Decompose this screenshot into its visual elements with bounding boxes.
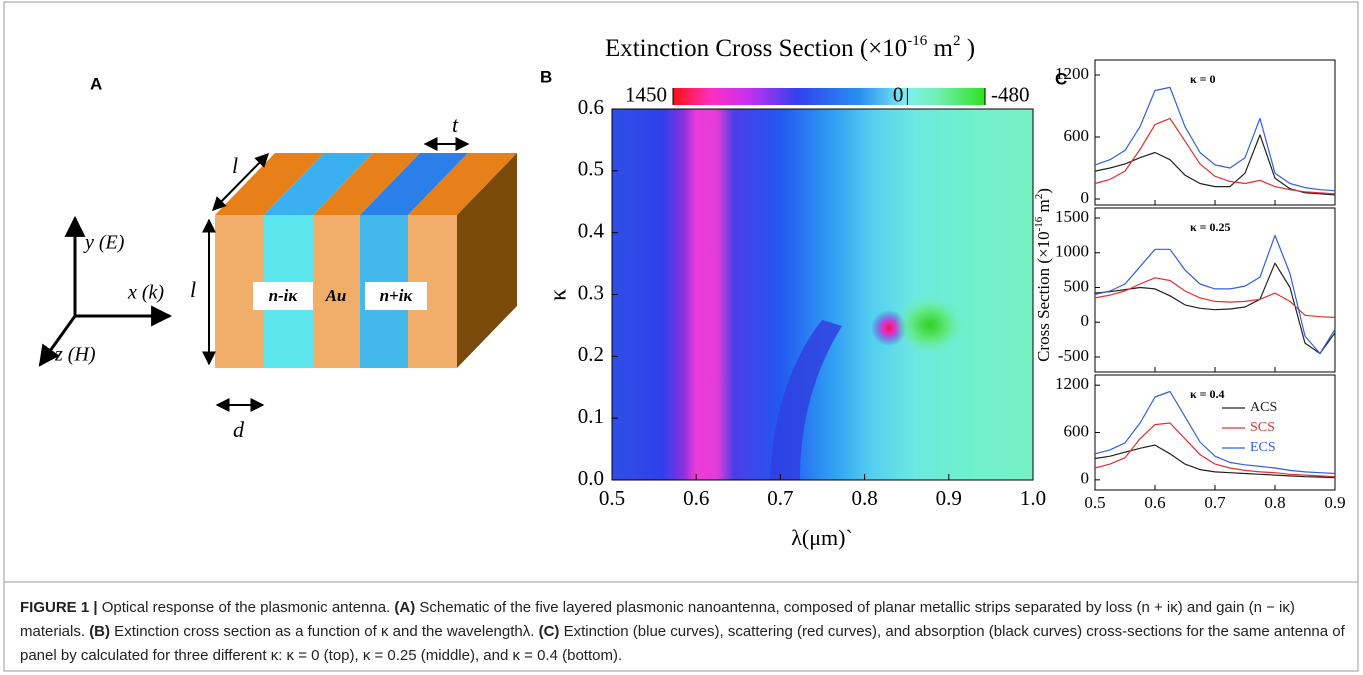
material-label: n+iκ (380, 286, 414, 305)
panel-letter: B (540, 67, 552, 86)
axis-label: z (H) (54, 344, 96, 366)
x-tick-label: 0.6 (1144, 493, 1165, 512)
caption-bold: (C) (539, 623, 560, 640)
y-tick-label: 1200 (1055, 64, 1089, 83)
caption: FIGURE 1 | Optical response of the plasm… (20, 596, 1345, 668)
y-tick-label: 1500 (1055, 207, 1089, 226)
colorbar-label: 1450 (625, 82, 667, 106)
y-tick-label: 0.6 (578, 95, 604, 119)
caption-bold: (A) (394, 599, 415, 616)
annotation: κ = 0.4 (1190, 387, 1225, 401)
axis-title: Cross Section (×10-16 m2) (1033, 188, 1053, 362)
y-tick-label: 0 (1081, 311, 1090, 330)
heatmap-field (612, 109, 1033, 480)
dimension-label: l (190, 277, 196, 302)
title-unit: m (927, 35, 953, 62)
axis-label: x (k) (127, 282, 164, 304)
colorbar-label: 0 (893, 82, 904, 106)
y-tick-label: 0 (1081, 469, 1090, 488)
panel-a: A n-iκ Au n+iκ l l t d y (E) x (k) z (H) (40, 74, 517, 442)
legend-label: ECS (1250, 440, 1276, 455)
caption-bold: FIGURE 1 | (20, 599, 102, 616)
axis-label: y (E) (83, 232, 125, 254)
y-tick-label: 500 (1064, 276, 1090, 295)
panel-letter: A (90, 74, 102, 93)
series-line (1095, 392, 1335, 474)
y-tick-label: 600 (1064, 126, 1090, 145)
colorbar (673, 88, 985, 105)
y-tick-label: 0.3 (578, 280, 604, 304)
annotation: κ = 0 (1190, 72, 1216, 86)
y-tick-label: 0.0 (578, 466, 604, 490)
y-tick-label: 0.2 (578, 342, 604, 366)
y-tick-label: 0.1 (578, 404, 604, 428)
y-tick-label: 1200 (1055, 374, 1089, 393)
series-line (1095, 118, 1335, 193)
title-text: Extinction Cross Section (×10 (605, 35, 907, 62)
dimension-label: t (452, 112, 459, 137)
legend-label: ACS (1250, 400, 1277, 415)
x-tick-label: 0.5 (1084, 493, 1105, 512)
title-text: Cross Section (×10 (1034, 231, 1053, 361)
x-tick-label: 0.9 (936, 486, 962, 510)
title-text: ) (1034, 188, 1053, 194)
y-tick-label: 600 (1064, 421, 1090, 440)
title-text: ) (960, 35, 975, 62)
material-label: n-iκ (269, 286, 299, 305)
x-tick-label: 0.9 (1324, 493, 1345, 512)
x-tick-label: 0.8 (851, 486, 877, 510)
material-label: Au (325, 286, 347, 305)
y-tick-label: 0.4 (578, 218, 605, 242)
page: A n-iκ Au n+iκ l l t d y (E) x (k) z (H) (0, 0, 1363, 675)
x-tick-label: 0.7 (1204, 493, 1226, 512)
caption-bold: (B) (89, 623, 110, 640)
y-tick-label: 1000 (1055, 242, 1089, 261)
x-axis-label: λ(μm)` (791, 525, 853, 550)
x-tick-label: 0.8 (1264, 493, 1285, 512)
axis-title: Extinction Cross Section (×10-16 m2 ) (605, 33, 975, 61)
figure: A n-iκ Au n+iκ l l t d y (E) x (k) z (H) (0, 0, 1363, 675)
series-line (1095, 235, 1335, 353)
y-tick-label: -500 (1058, 346, 1089, 365)
caption-text: Optical response of the plasmonic antenn… (102, 599, 395, 616)
caption-text: Extinction cross section as a function o… (110, 623, 539, 640)
y-axis-label: κ (546, 289, 572, 301)
dimension-label: d (233, 417, 245, 442)
x-tick-label: 0.6 (683, 486, 709, 510)
x-tick-label: 0.7 (767, 486, 793, 510)
title-exponent: -16 (907, 33, 927, 49)
heatmap-gainspot (895, 295, 965, 355)
title-exponent: -16 (1033, 216, 1045, 231)
series-line (1095, 87, 1335, 190)
series-line (1095, 423, 1335, 477)
y-tick-label: 0.5 (578, 157, 604, 181)
colorbar-label: -480 (991, 82, 1030, 106)
dimension-label: l (232, 153, 238, 178)
title-unit: m (1034, 199, 1053, 216)
legend-label: SCS (1250, 420, 1275, 435)
annotation: κ = 0.25 (1190, 220, 1231, 234)
title-exponent: 2 (953, 33, 961, 49)
x-tick-label: 1.0 (1020, 486, 1046, 510)
y-tick-label: 0 (1081, 188, 1090, 207)
heatmap (612, 109, 1033, 480)
